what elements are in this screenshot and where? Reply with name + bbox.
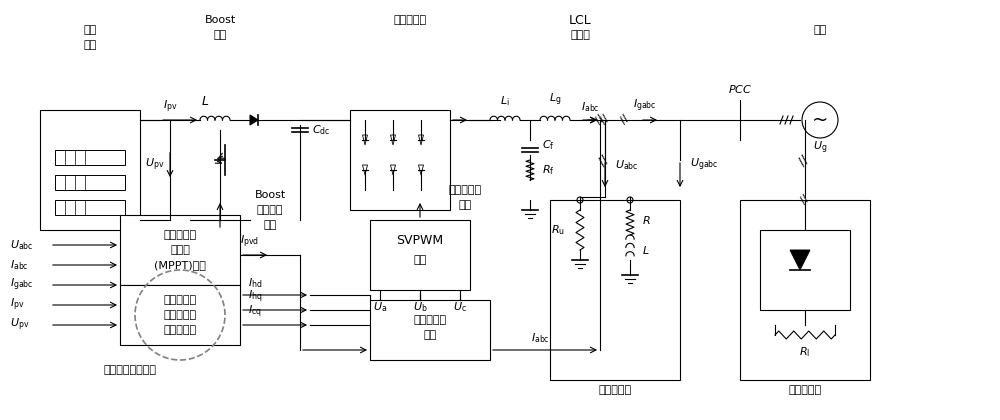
Polygon shape bbox=[250, 115, 258, 125]
Text: 信号: 信号 bbox=[263, 220, 277, 230]
Text: 非线性负载: 非线性负载 bbox=[788, 385, 822, 395]
Text: $I_\mathrm{abc}$: $I_\mathrm{abc}$ bbox=[581, 100, 599, 114]
Bar bbox=[370, 300, 490, 360]
Text: //: // bbox=[599, 114, 611, 126]
Bar bbox=[55, 200, 125, 215]
Text: 调制: 调制 bbox=[413, 255, 427, 265]
Text: $U_\mathrm{gabc}$: $U_\mathrm{gabc}$ bbox=[690, 157, 719, 173]
Text: (MPPT)环节: (MPPT)环节 bbox=[154, 260, 206, 270]
Text: $L_\mathrm{i}$: $L_\mathrm{i}$ bbox=[500, 94, 510, 108]
Text: $I_\mathrm{gabc}$: $I_\mathrm{gabc}$ bbox=[633, 97, 657, 114]
Text: 三相逆变器: 三相逆变器 bbox=[393, 15, 427, 25]
Text: 、不平衡电: 、不平衡电 bbox=[163, 310, 197, 320]
Bar bbox=[760, 230, 850, 310]
Text: $C_\mathrm{f}$: $C_\mathrm{f}$ bbox=[542, 138, 555, 152]
Text: $U_\mathrm{c}$: $U_\mathrm{c}$ bbox=[453, 300, 467, 314]
Text: $PCC$: $PCC$ bbox=[728, 83, 752, 95]
Text: 信号: 信号 bbox=[458, 200, 472, 210]
Bar bbox=[120, 285, 240, 345]
Text: 组串: 组串 bbox=[83, 40, 97, 50]
Text: $I_\mathrm{abc}$: $I_\mathrm{abc}$ bbox=[10, 258, 29, 272]
Bar bbox=[40, 110, 140, 230]
Text: $I_\mathrm{hd}$: $I_\mathrm{hd}$ bbox=[248, 276, 262, 290]
Text: $I_\mathrm{pv}$: $I_\mathrm{pv}$ bbox=[163, 99, 177, 115]
Text: //: // bbox=[619, 114, 631, 126]
Bar bbox=[550, 200, 680, 380]
Bar bbox=[55, 175, 125, 190]
Text: //: // bbox=[795, 152, 811, 168]
Text: $U_\mathrm{abc}$: $U_\mathrm{abc}$ bbox=[615, 158, 639, 172]
Bar bbox=[740, 200, 870, 380]
Text: //: // bbox=[595, 152, 611, 168]
Text: LCL: LCL bbox=[569, 13, 591, 26]
Text: 光伏: 光伏 bbox=[83, 25, 97, 35]
Text: 谐波、无功: 谐波、无功 bbox=[163, 295, 197, 305]
Text: 滤波器: 滤波器 bbox=[570, 30, 590, 40]
Bar bbox=[120, 215, 240, 285]
Text: 电路: 电路 bbox=[213, 30, 227, 40]
Text: $L$: $L$ bbox=[642, 244, 650, 256]
Text: $U_\mathrm{a}$: $U_\mathrm{a}$ bbox=[373, 300, 387, 314]
Text: 光伏最大功: 光伏最大功 bbox=[163, 230, 197, 240]
Bar bbox=[370, 220, 470, 290]
Text: $I_\mathrm{pv}$: $I_\mathrm{pv}$ bbox=[10, 297, 25, 313]
Text: $R$: $R$ bbox=[642, 214, 651, 226]
Polygon shape bbox=[790, 250, 810, 270]
Text: $R_\mathrm{u}$: $R_\mathrm{u}$ bbox=[551, 223, 565, 237]
Text: $I_\mathrm{pvd}$: $I_\mathrm{pvd}$ bbox=[240, 234, 260, 250]
Text: 逆变器调制: 逆变器调制 bbox=[448, 185, 482, 195]
Text: $U_\mathrm{g}$: $U_\mathrm{g}$ bbox=[813, 140, 827, 156]
Text: 电流内环控: 电流内环控 bbox=[413, 315, 447, 325]
Text: ~: ~ bbox=[812, 110, 828, 129]
Text: $I_\mathrm{cq}$: $I_\mathrm{cq}$ bbox=[248, 304, 262, 320]
Text: 多功能逆变器外环: 多功能逆变器外环 bbox=[104, 365, 157, 375]
Text: Boost: Boost bbox=[254, 190, 286, 200]
Text: $R_\mathrm{f}$: $R_\mathrm{f}$ bbox=[542, 163, 555, 177]
Text: $R_\mathrm{l}$: $R_\mathrm{l}$ bbox=[799, 345, 811, 359]
Text: $U_\mathrm{abc}$: $U_\mathrm{abc}$ bbox=[10, 238, 34, 252]
Text: $I_\mathrm{hq}$: $I_\mathrm{hq}$ bbox=[248, 289, 262, 305]
Text: $I_\mathrm{abc}$: $I_\mathrm{abc}$ bbox=[531, 331, 549, 345]
Text: $U_\mathrm{b}$: $U_\mathrm{b}$ bbox=[413, 300, 427, 314]
Text: 流检测环节: 流检测环节 bbox=[163, 325, 197, 335]
Text: SVPWM: SVPWM bbox=[396, 234, 444, 247]
Text: 电路调制: 电路调制 bbox=[257, 205, 283, 215]
Text: $C_\mathrm{dc}$: $C_\mathrm{dc}$ bbox=[312, 123, 330, 137]
Text: //: // bbox=[594, 114, 606, 126]
Text: $U_\mathrm{pv}$: $U_\mathrm{pv}$ bbox=[145, 157, 165, 173]
Text: 率跟踪: 率跟踪 bbox=[170, 245, 190, 255]
Text: Boost: Boost bbox=[204, 15, 236, 25]
Text: $L_\mathrm{g}$: $L_\mathrm{g}$ bbox=[549, 92, 561, 108]
Text: 不平衡负载: 不平衡负载 bbox=[598, 385, 632, 395]
Text: $L$: $L$ bbox=[201, 95, 209, 108]
Text: $I_\mathrm{gabc}$: $I_\mathrm{gabc}$ bbox=[10, 277, 34, 293]
Text: 电网: 电网 bbox=[813, 25, 827, 35]
Bar bbox=[55, 150, 125, 165]
Bar bbox=[350, 110, 450, 210]
Text: $U_\mathrm{pv}$: $U_\mathrm{pv}$ bbox=[10, 317, 29, 333]
Text: //: // bbox=[799, 194, 811, 206]
Text: 制器: 制器 bbox=[423, 330, 437, 340]
